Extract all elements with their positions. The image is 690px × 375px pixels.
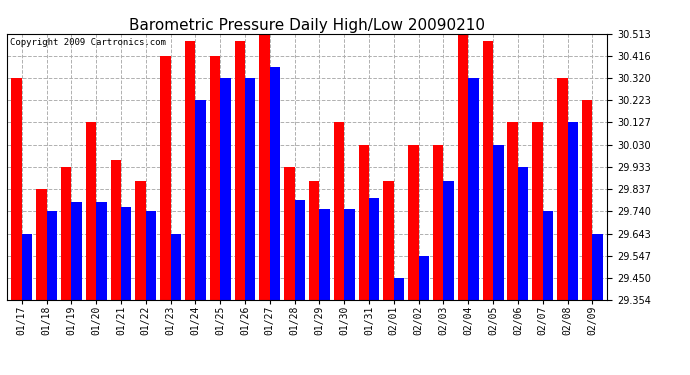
- Bar: [284, 167, 295, 300]
- Bar: [344, 209, 355, 300]
- Bar: [458, 34, 469, 300]
- Bar: [419, 256, 429, 300]
- Bar: [270, 67, 280, 300]
- Bar: [135, 182, 146, 300]
- Bar: [582, 100, 592, 300]
- Bar: [235, 41, 245, 300]
- Bar: [334, 122, 344, 300]
- Bar: [22, 234, 32, 300]
- Bar: [444, 182, 454, 300]
- Bar: [384, 182, 394, 300]
- Bar: [309, 182, 319, 300]
- Bar: [319, 209, 330, 300]
- Bar: [592, 234, 603, 300]
- Bar: [532, 122, 543, 300]
- Bar: [507, 122, 518, 300]
- Bar: [185, 41, 195, 300]
- Bar: [220, 78, 230, 300]
- Bar: [195, 100, 206, 300]
- Bar: [96, 202, 107, 300]
- Bar: [483, 41, 493, 300]
- Text: Copyright 2009 Cartronics.com: Copyright 2009 Cartronics.com: [10, 38, 166, 47]
- Bar: [543, 211, 553, 300]
- Bar: [160, 56, 170, 300]
- Bar: [36, 189, 47, 300]
- Bar: [71, 202, 82, 300]
- Bar: [259, 34, 270, 300]
- Bar: [408, 145, 419, 300]
- Bar: [121, 207, 131, 300]
- Bar: [359, 145, 369, 300]
- Bar: [469, 78, 479, 300]
- Bar: [518, 167, 529, 300]
- Bar: [433, 145, 444, 300]
- Bar: [170, 234, 181, 300]
- Bar: [61, 167, 71, 300]
- Bar: [245, 78, 255, 300]
- Bar: [86, 122, 96, 300]
- Bar: [394, 278, 404, 300]
- Bar: [557, 78, 567, 300]
- Bar: [47, 211, 57, 300]
- Bar: [210, 56, 220, 300]
- Bar: [146, 211, 156, 300]
- Bar: [493, 145, 504, 300]
- Bar: [295, 200, 305, 300]
- Title: Barometric Pressure Daily High/Low 20090210: Barometric Pressure Daily High/Low 20090…: [129, 18, 485, 33]
- Bar: [369, 198, 380, 300]
- Bar: [11, 78, 22, 300]
- Bar: [567, 122, 578, 300]
- Bar: [110, 160, 121, 300]
